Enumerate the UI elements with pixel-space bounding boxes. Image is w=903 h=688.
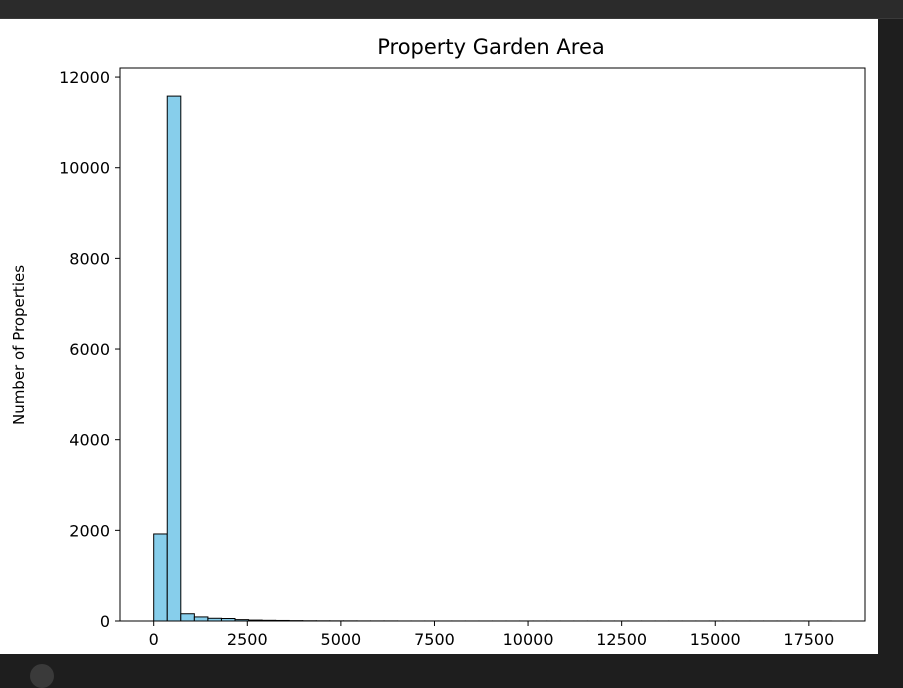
- histogram-chart: Property Garden Area Number of Propertie…: [0, 19, 878, 654]
- x-tick-label: 10000: [503, 630, 554, 649]
- y-tick-label: 6000: [69, 340, 110, 359]
- figure-canvas: Property Garden Area Number of Propertie…: [0, 19, 878, 654]
- histogram-bar: [194, 617, 208, 621]
- window-bottom-bar: [0, 654, 903, 672]
- x-tick-label: 15000: [690, 630, 741, 649]
- x-tick-label: 0: [149, 630, 159, 649]
- y-tick-label: 4000: [69, 431, 110, 450]
- y-tick-label: 2000: [69, 521, 110, 540]
- x-tick-label: 2500: [227, 630, 268, 649]
- x-tick-label: 5000: [321, 630, 362, 649]
- plot-frame: [120, 68, 865, 621]
- bars-group: [154, 96, 832, 621]
- status-dot-icon: [30, 664, 54, 688]
- x-tick-label: 12500: [596, 630, 647, 649]
- window-top-bar: [0, 0, 903, 19]
- y-axis-label: Number of Properties: [10, 265, 28, 425]
- y-tick-label: 8000: [69, 249, 110, 268]
- y-tick-label: 12000: [59, 68, 110, 87]
- chart-title: Property Garden Area: [377, 35, 605, 59]
- x-tick-label: 17500: [783, 630, 834, 649]
- y-tick-label: 10000: [59, 159, 110, 178]
- y-tick-label: 0: [100, 612, 110, 631]
- x-axis-ticks: 0 2500 5000 7500 10000 12500 15000 17500: [149, 621, 835, 649]
- histogram-bar: [181, 614, 195, 621]
- y-axis-ticks: 0 2000 4000 6000 8000 10000 12000: [59, 68, 120, 631]
- x-tick-label: 7500: [414, 630, 455, 649]
- histogram-bar: [167, 96, 181, 621]
- histogram-bar: [154, 534, 168, 621]
